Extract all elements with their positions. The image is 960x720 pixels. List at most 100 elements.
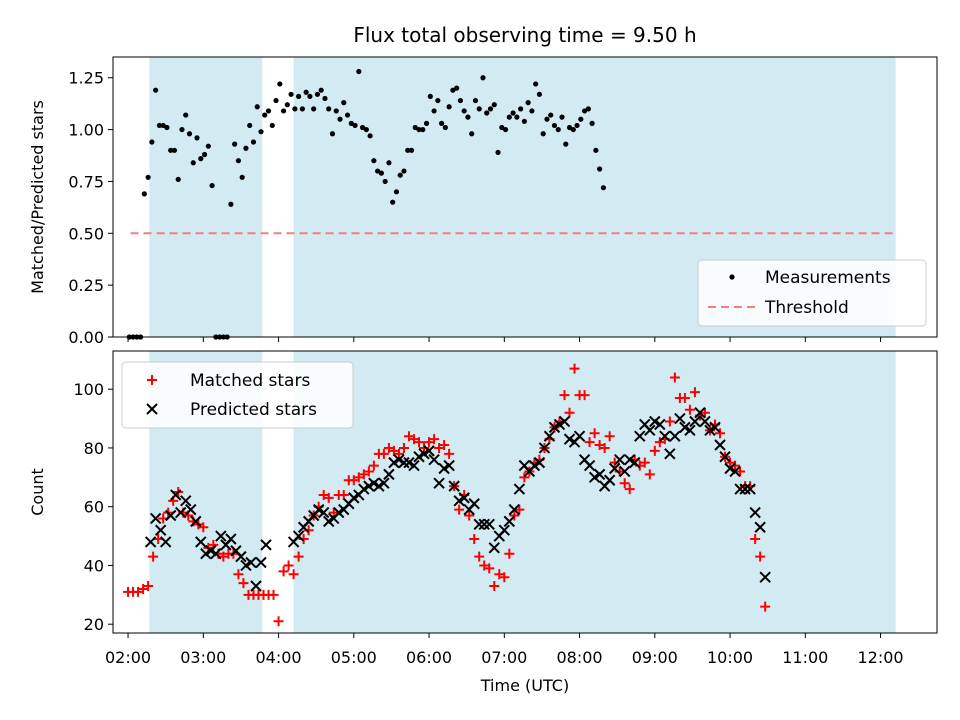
data-point xyxy=(393,448,404,459)
data-point xyxy=(255,556,267,569)
data-point xyxy=(318,87,324,93)
data-point xyxy=(390,199,396,205)
data-point xyxy=(494,569,505,580)
data-point xyxy=(431,108,437,114)
data-point xyxy=(506,114,512,120)
legend-marker-matched xyxy=(147,375,157,385)
data-point xyxy=(469,131,475,137)
data-point xyxy=(288,569,299,580)
data-point xyxy=(579,390,590,401)
data-point xyxy=(296,93,302,100)
data-point xyxy=(559,114,565,120)
data-point xyxy=(499,572,510,583)
data-point xyxy=(589,428,600,439)
data-point xyxy=(629,456,641,469)
data-point xyxy=(299,106,305,112)
data-point xyxy=(145,174,151,180)
data-point xyxy=(564,407,575,418)
data-point xyxy=(472,97,479,104)
x-tick-label: 04:00 xyxy=(255,648,301,667)
data-point xyxy=(503,515,516,528)
y-tick-label: 1.25 xyxy=(68,69,104,88)
data-point xyxy=(469,534,480,544)
data-point xyxy=(755,551,766,562)
data-point xyxy=(326,106,332,112)
x-tick-label: 03:00 xyxy=(180,648,226,667)
data-point xyxy=(639,457,650,468)
data-point xyxy=(446,104,452,110)
data-point xyxy=(518,106,524,112)
shaded-interval xyxy=(149,57,263,337)
data-point xyxy=(509,510,520,521)
data-point xyxy=(416,126,422,133)
data-point xyxy=(473,518,485,531)
data-point xyxy=(408,459,420,472)
chart-title: Flux total observing time = 9.50 h xyxy=(353,23,696,47)
axes-frame xyxy=(112,56,938,338)
data-point xyxy=(438,120,445,126)
data-point xyxy=(454,504,465,515)
data-point xyxy=(247,122,253,129)
data-point xyxy=(318,489,329,500)
data-point xyxy=(750,534,761,544)
data-point xyxy=(570,126,576,133)
data-point xyxy=(443,459,455,472)
y-tick-label: 60 xyxy=(84,498,104,517)
data-point xyxy=(215,530,227,542)
data-point xyxy=(344,112,351,118)
data-point xyxy=(538,442,551,454)
data-point xyxy=(254,104,260,110)
data-point xyxy=(168,147,174,153)
data-point xyxy=(278,566,289,577)
data-point xyxy=(368,460,379,471)
data-point xyxy=(519,472,530,483)
data-point xyxy=(448,480,460,492)
data-point xyxy=(489,581,500,591)
data-point xyxy=(164,124,170,131)
data-point xyxy=(739,483,751,495)
data-point xyxy=(664,448,676,460)
data-point xyxy=(284,102,290,108)
data-point xyxy=(378,477,390,489)
data-point xyxy=(235,158,242,164)
data-point xyxy=(544,116,550,122)
data-point xyxy=(378,170,384,176)
y-tick-label: 0.50 xyxy=(68,224,104,243)
x-tick-label: 06:00 xyxy=(406,648,452,667)
y-tick-label: 100 xyxy=(73,380,104,399)
data-point xyxy=(719,451,731,463)
data-point xyxy=(153,87,159,93)
data-point xyxy=(273,616,284,627)
data-point xyxy=(684,424,696,437)
data-point xyxy=(654,437,665,448)
data-point xyxy=(759,571,771,583)
data-point xyxy=(185,503,197,516)
data-point xyxy=(190,515,202,528)
data-point xyxy=(491,102,497,108)
data-point xyxy=(461,108,467,114)
data-point xyxy=(371,158,377,164)
data-point xyxy=(250,580,262,592)
data-point xyxy=(311,106,317,112)
data-point xyxy=(684,404,695,415)
data-point xyxy=(744,483,756,495)
data-point xyxy=(133,586,144,597)
data-point xyxy=(420,126,426,133)
data-point xyxy=(363,466,374,477)
data-point xyxy=(533,81,539,87)
data-point xyxy=(603,474,616,486)
data-point xyxy=(585,106,591,112)
data-point xyxy=(476,106,482,112)
data-point xyxy=(749,506,761,519)
data-point xyxy=(314,91,321,97)
data-point xyxy=(504,548,515,559)
data-point xyxy=(328,507,339,518)
legend-marker-measurements xyxy=(729,274,735,280)
data-point xyxy=(409,434,420,445)
data-point xyxy=(694,406,706,419)
data-point xyxy=(353,472,364,483)
data-point xyxy=(699,415,711,428)
data-point xyxy=(709,421,721,434)
data-point xyxy=(543,430,556,442)
data-point xyxy=(540,131,546,137)
